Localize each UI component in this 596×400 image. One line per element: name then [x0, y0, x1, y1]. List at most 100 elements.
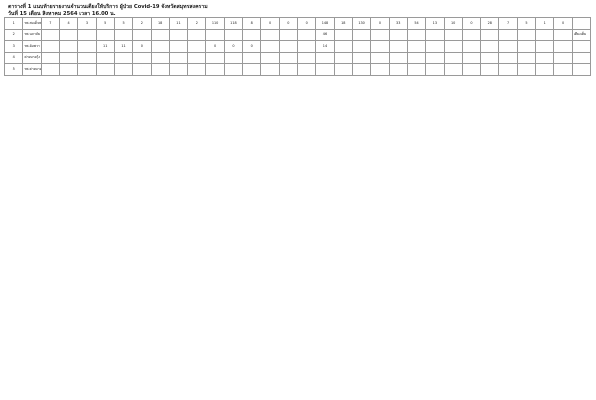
- table-cell: [535, 40, 555, 53]
- table-cell: [150, 63, 170, 76]
- table-cell: [480, 40, 500, 53]
- table-cell: [95, 51, 115, 65]
- table-cell: [187, 63, 207, 76]
- table-cell: [461, 40, 482, 53]
- table-cell: [150, 40, 170, 53]
- table-cell: [498, 51, 518, 65]
- table-cell: 11: [168, 17, 189, 30]
- row-number: 3: [3, 40, 24, 53]
- table-cell: [315, 63, 335, 76]
- table-cell: 14: [315, 40, 335, 53]
- hospital-name: รพ.ค่ายบางกุ้ง: [22, 63, 42, 76]
- table-cell: [388, 51, 408, 65]
- table-row: 5รพ.ค่ายบางกุ้ง: [3, 63, 592, 76]
- row-number: 5: [3, 63, 24, 76]
- table-cell: 0: [223, 40, 244, 53]
- table-cell: 3: [77, 17, 97, 30]
- table-cell: 110: [205, 17, 225, 30]
- row-note: [571, 63, 592, 76]
- table-cell: [425, 40, 445, 53]
- table-row: 1รพ.สมเด็จพระพุทธเลิศหล้า743552181121101…: [3, 17, 592, 30]
- table-cell: [315, 51, 335, 65]
- table-cell: [187, 28, 207, 42]
- row-note: [571, 51, 592, 65]
- table-cell: [443, 51, 463, 65]
- table-row: 4 ค่ายบางกุ้ง: [3, 51, 592, 65]
- table-cell: [95, 28, 115, 42]
- table-cell: [461, 51, 482, 65]
- table-cell: [242, 63, 262, 76]
- table-cell: [370, 51, 390, 65]
- table-cell: [480, 28, 500, 42]
- table-cell: [95, 63, 115, 76]
- row-number: 4: [3, 51, 24, 65]
- table-cell: [296, 51, 317, 65]
- table-cell: [132, 51, 152, 65]
- table-cell: [113, 28, 134, 42]
- table-cell: [242, 51, 262, 65]
- row-note: [571, 40, 592, 53]
- table-cell: 11: [113, 40, 134, 53]
- table-cell: [516, 28, 537, 42]
- table-cell: [150, 28, 170, 42]
- table-cell: [242, 28, 262, 42]
- table-cell: [351, 28, 372, 42]
- table-cell: 1: [535, 17, 555, 30]
- table-cell: [406, 28, 427, 42]
- table-cell: 8: [242, 17, 262, 30]
- row-number: 1: [3, 17, 24, 30]
- table-cell: [406, 63, 427, 76]
- report-subtitle: วันที่ 15 เดือน สิงหาคม 2564 เวลา 16.00 …: [8, 11, 116, 17]
- row-note: [571, 17, 592, 30]
- table-cell: [223, 51, 244, 65]
- table-cell: 18: [333, 17, 353, 30]
- table-cell: [168, 28, 189, 42]
- table-cell: [40, 51, 60, 65]
- table-cell: [278, 40, 299, 53]
- table-cell: [168, 51, 189, 65]
- table-cell: [425, 28, 445, 42]
- bed-report-table: 1รพ.สมเด็จพระพุทธเลิศหล้า743552181121101…: [3, 17, 592, 76]
- table-cell: [58, 28, 79, 42]
- table-cell: [296, 63, 317, 76]
- title-block: ตาราง​ที่ 1 แนบ​ท้าย​รายงาน​จำนวน​เตียง​…: [8, 4, 428, 18]
- table-cell: [40, 63, 60, 76]
- table-cell: [370, 40, 390, 53]
- table-cell: 13: [425, 17, 445, 30]
- table-cell: [370, 63, 390, 76]
- table-cell: [516, 51, 537, 65]
- table-cell: [498, 63, 518, 76]
- table-cell: 0: [260, 17, 280, 30]
- table-cell: [553, 63, 573, 76]
- table-cell: [77, 40, 97, 53]
- table-cell: 0: [370, 17, 390, 30]
- table-cell: [278, 28, 299, 42]
- table-cell: [498, 40, 518, 53]
- table-cell: [260, 51, 280, 65]
- table-cell: 0: [553, 17, 573, 30]
- table-cell: [498, 28, 518, 42]
- table-cell: [553, 51, 573, 65]
- table-cell: [58, 51, 79, 65]
- table-cell: 11: [95, 40, 115, 53]
- hospital-name: รพ.อัมพวา: [22, 40, 42, 53]
- table-cell: 0: [461, 17, 482, 30]
- table-cell: [223, 28, 244, 42]
- table-cell: [406, 51, 427, 65]
- table-cell: [535, 28, 555, 42]
- table-cell: 10: [443, 17, 463, 30]
- table-cell: [553, 40, 573, 53]
- bed-report-sheet: 1รพ.สมเด็จพระพุทธเลิศหล้า743552181121101…: [3, 17, 592, 76]
- table-cell: [333, 63, 353, 76]
- table-cell: [260, 28, 280, 42]
- table-cell: [40, 40, 60, 53]
- table-cell: [480, 51, 500, 65]
- table-cell: [77, 63, 97, 76]
- table-cell: [406, 40, 427, 53]
- table-cell: 2: [132, 17, 152, 30]
- table-cell: [168, 63, 189, 76]
- table-cell: [333, 40, 353, 53]
- table-cell: [535, 51, 555, 65]
- table-cell: [132, 28, 152, 42]
- table-cell: 46: [315, 28, 335, 42]
